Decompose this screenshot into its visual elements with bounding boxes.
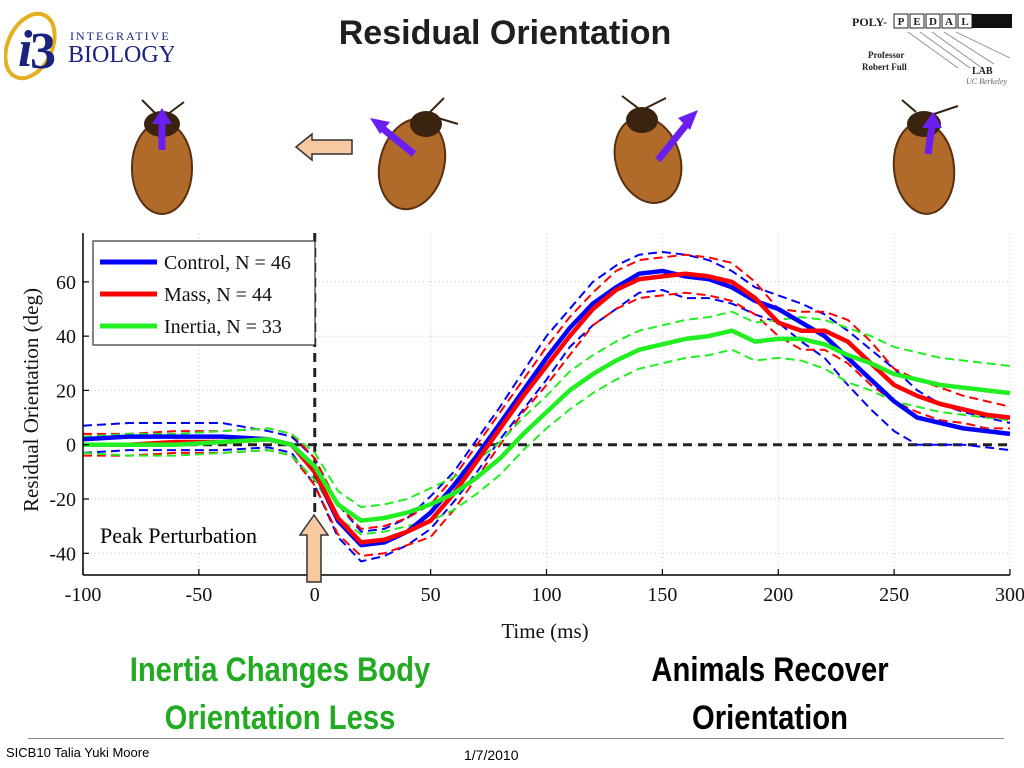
cockroach-image-3	[613, 95, 698, 204]
logo-line1: INTEGRATIVE	[70, 29, 171, 43]
legend-entry: Mass, N = 44	[164, 284, 272, 306]
logo-letter-box	[893, 13, 909, 29]
legend-entry: Control, N = 46	[164, 252, 291, 274]
y-tick-label: -20	[49, 489, 76, 511]
logo-letter-box	[941, 13, 957, 29]
series-2-mean-line	[83, 328, 1011, 523]
x-tick-label: 150	[647, 584, 677, 606]
y-axis-label: Residual Orientation (deg)	[19, 288, 43, 512]
logo-letter: P	[898, 16, 905, 28]
logo-lab: LAB	[972, 66, 993, 77]
logo-letter: A	[945, 16, 953, 28]
cockroach-image-2	[370, 97, 459, 211]
legend-entry: Inertia, N = 33	[164, 316, 282, 338]
x-tick-label: 200	[763, 584, 793, 606]
x-axis-label: Time (ms)	[501, 619, 588, 643]
heading-arrow-icon	[678, 110, 698, 130]
logo-letter: L	[961, 16, 968, 28]
cockroach-image-1	[131, 99, 193, 215]
y-tick-label: 0	[66, 435, 76, 457]
logo-letter-box	[909, 13, 925, 29]
svg-text:3: 3	[30, 23, 56, 80]
x-tick-label: 250	[879, 584, 909, 606]
x-tick-label: 0	[310, 584, 320, 606]
x-tick-label: 50	[421, 584, 441, 606]
y-tick-label: 60	[56, 272, 76, 294]
logo-name: Robert Full	[862, 62, 907, 72]
integrative-biology-logo: i 3 INTEGRATIVE BIOLOGY	[4, 11, 174, 81]
left-block-arrow-icon	[294, 132, 353, 162]
caption-right-line-2: Orientation	[692, 699, 848, 737]
heading-arrow-icon	[370, 118, 390, 134]
residual-orientation-chart: -100 -50 0 50 100 150 200 250 300 -40 -20 0 20 40 60 T…	[19, 233, 1024, 643]
caption-left: Inertia Changes Body Orientation Less	[82, 646, 478, 742]
logo-school: UC Berkeley	[966, 77, 1008, 86]
x-tick-label: -50	[186, 584, 213, 606]
caption-left-line-2: Orientation Less	[164, 699, 396, 737]
heading-arrow-icon	[922, 112, 942, 128]
footer-date: 1/7/2010	[464, 747, 519, 763]
series-2-lower-bound	[82, 348, 1011, 536]
svg-text:i: i	[18, 21, 33, 78]
poly-prefix: POLY-	[852, 15, 887, 29]
series-2-upper-bound	[82, 310, 1011, 509]
up-block-arrow-icon	[298, 513, 330, 583]
logo-professor: Professor	[868, 50, 904, 60]
logo-line2: BIOLOGY	[68, 42, 174, 68]
x-tick-label: -100	[65, 584, 102, 606]
cockroach-image-4	[892, 99, 959, 215]
caption-right-line-1: Animals Recover	[651, 651, 889, 689]
peak-perturbation-annotation: Peak Perturbation	[96, 513, 330, 583]
logo-letter-box	[925, 13, 941, 29]
y-tick-label: 20	[56, 380, 76, 402]
logo-letter: E	[913, 16, 920, 28]
y-tick-label: 40	[56, 326, 76, 348]
x-tick-label: 300	[995, 584, 1024, 606]
heading-arrow-icon	[152, 108, 172, 124]
legend: Control, N = 46 Mass, N = 44 Inertia, N = …	[92, 240, 316, 346]
caption-left-line-1: Inertia Changes Body	[129, 651, 431, 689]
x-tick-label: 100	[532, 584, 562, 606]
annotation-label: Peak Perturbation	[100, 523, 257, 548]
series-1-lower-bound	[83, 291, 1010, 558]
y-tick-label: -40	[49, 543, 76, 565]
caption-right: Animals Recover Orientation	[577, 646, 964, 742]
footer-author: SICB10 Talia Yuki Moore	[6, 745, 150, 760]
footer-divider	[28, 738, 1004, 739]
page-title: Residual Orientation	[338, 14, 672, 52]
series-1-upper-bound	[83, 253, 1011, 530]
logo-letter: D	[929, 16, 937, 28]
